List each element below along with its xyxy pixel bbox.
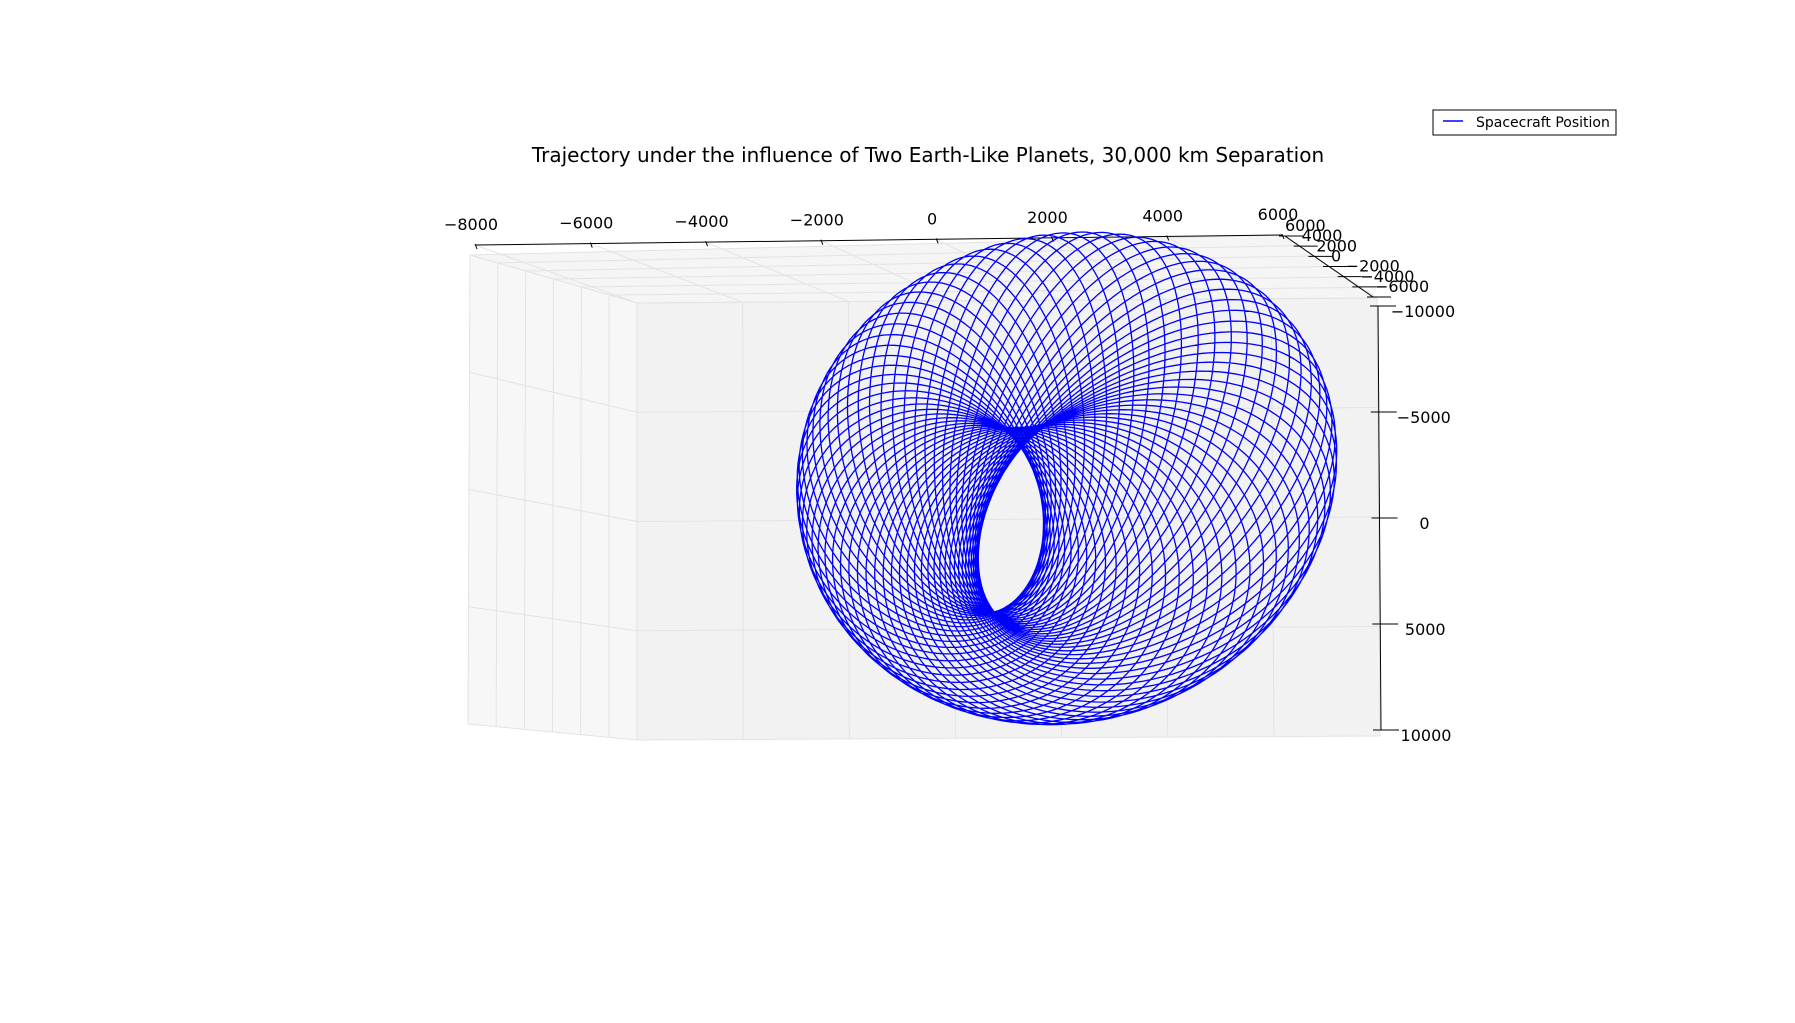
grid-line-x bbox=[935, 238, 1061, 301]
grid-line-y bbox=[523, 270, 527, 730]
x-tick-mark bbox=[474, 243, 478, 250]
x-axis-line bbox=[474, 234, 1283, 246]
grid-line-y bbox=[497, 245, 1298, 264]
legend: Spacecraft Position bbox=[1432, 109, 1617, 136]
grid-line-y bbox=[580, 286, 582, 735]
z-tick-label: 5000 bbox=[1405, 620, 1446, 639]
x-tick-label: −4000 bbox=[675, 212, 729, 231]
x-tick-mark bbox=[589, 242, 593, 248]
legend-label-spacecraft-position: Spacecraft Position bbox=[1476, 115, 1610, 131]
x-tick-label: −8000 bbox=[444, 215, 498, 234]
grid-line-z bbox=[636, 735, 1381, 741]
grid-line-x bbox=[820, 240, 955, 302]
trajectory-series bbox=[796, 231, 1338, 726]
z-tick-label: −10000 bbox=[1391, 302, 1455, 321]
grid-line-x bbox=[705, 241, 849, 303]
x-tick-mark bbox=[820, 239, 824, 245]
y-tick-label: 6000 bbox=[1285, 216, 1326, 235]
x-tick-label: −6000 bbox=[559, 214, 613, 233]
z-tick-label: 0 bbox=[1419, 514, 1429, 533]
grid-line-y bbox=[467, 254, 471, 725]
x-tick-label: 6000 bbox=[1258, 205, 1299, 224]
grid-line-y bbox=[609, 287, 1362, 296]
legend-frame bbox=[1432, 109, 1617, 136]
z-tick-label: −5000 bbox=[1397, 408, 1451, 427]
trajectory-line-spacecraft-position bbox=[796, 231, 1338, 726]
y-tick-label: −6000 bbox=[1375, 277, 1429, 296]
left-pane bbox=[468, 255, 637, 740]
y-tick-label: −4000 bbox=[1360, 267, 1414, 286]
x-tick-mark bbox=[705, 240, 709, 247]
grid-line-y bbox=[495, 262, 499, 727]
grid-line-y bbox=[552, 278, 554, 733]
z-axis-ticks: −10000 −5000 0 5000 10000 bbox=[1370, 302, 1455, 745]
x-tick-label: 0 bbox=[927, 209, 937, 228]
x-tick-label: 2000 bbox=[1027, 208, 1068, 227]
x-tick-label: −2000 bbox=[790, 211, 844, 230]
x-tick-label: 4000 bbox=[1142, 206, 1183, 225]
x-tick-mark bbox=[935, 238, 939, 244]
grid-line-y bbox=[525, 255, 1314, 272]
y-tick-label: −2000 bbox=[1346, 257, 1400, 276]
chart-title: Trajectory under the influence of Two Ea… bbox=[531, 143, 1324, 167]
x-tick-mark bbox=[1166, 235, 1170, 241]
x-axis-ticks: −8000 −6000 −4000 −2000 0 2000 4000 6000 bbox=[444, 205, 1299, 250]
y-tick-label: 2000 bbox=[1316, 236, 1357, 255]
y-tick-label: 4000 bbox=[1302, 226, 1343, 245]
y-tick-label: 0 bbox=[1331, 247, 1341, 266]
z-tick-label: 10000 bbox=[1401, 726, 1452, 745]
grid-line-x bbox=[590, 243, 743, 303]
